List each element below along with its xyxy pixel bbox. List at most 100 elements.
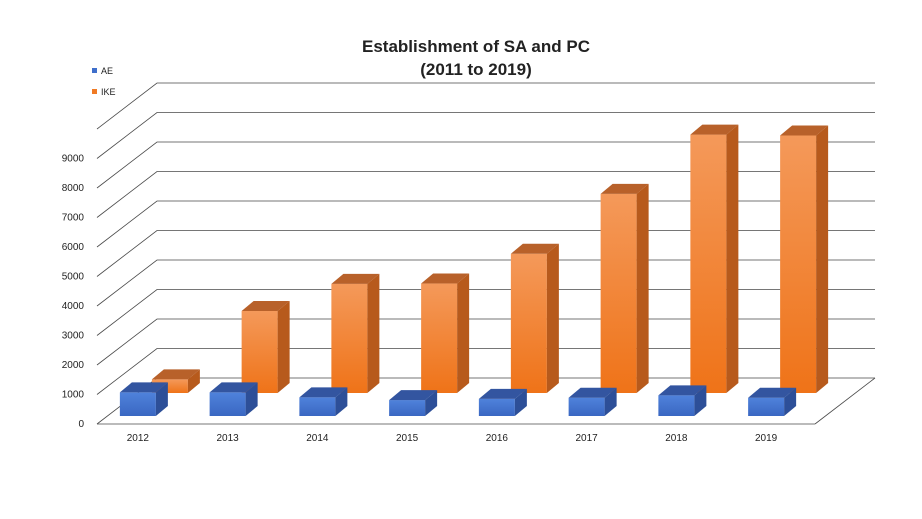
ike-bar bbox=[241, 300, 290, 393]
ae-bar-front bbox=[568, 397, 605, 416]
ike-bar-front bbox=[241, 310, 278, 393]
gridline bbox=[96, 171, 875, 218]
ae-bar-side bbox=[604, 387, 617, 416]
ike-bar-top bbox=[690, 124, 739, 135]
ae-bar-top bbox=[299, 387, 348, 398]
grid bbox=[96, 82, 876, 425]
ae-bar bbox=[389, 390, 438, 416]
ike-bar-top bbox=[600, 183, 649, 194]
ae-bar-front bbox=[299, 397, 336, 416]
ike-bar-front bbox=[780, 135, 817, 393]
legend-swatch-ike bbox=[92, 89, 97, 94]
ike-bar-side bbox=[187, 369, 200, 393]
legend: AE IKE bbox=[92, 66, 116, 97]
ae-bar bbox=[299, 387, 348, 416]
ae-bar-front bbox=[478, 398, 515, 416]
ae-bar-top bbox=[658, 385, 707, 396]
y-tick-label: 0 bbox=[78, 419, 84, 430]
ae-series bbox=[119, 382, 797, 416]
x-tick-label: 2017 bbox=[576, 433, 599, 444]
gridline bbox=[96, 200, 875, 248]
ae-bar-side bbox=[694, 385, 707, 416]
ike-bar bbox=[600, 183, 649, 393]
y-tick-label: 5000 bbox=[62, 272, 85, 283]
gridline bbox=[96, 259, 875, 307]
ike-bar-top bbox=[151, 369, 200, 380]
ike-bar-top bbox=[780, 125, 829, 136]
ae-bar-side bbox=[514, 388, 527, 416]
ae-bar bbox=[119, 382, 168, 416]
ike-bar bbox=[421, 273, 470, 393]
ae-bar-side bbox=[335, 387, 348, 416]
x-tick-label: 2014 bbox=[306, 433, 329, 444]
gridline bbox=[96, 112, 875, 159]
legend-label-ae: AE bbox=[101, 66, 113, 76]
x-axis-ticks: 2012 2013 2014 2015 2016 2017 2018 2019 bbox=[127, 433, 778, 444]
ae-bar-top bbox=[568, 387, 617, 398]
legend-label-ike: IKE bbox=[101, 87, 116, 97]
ike-bar-side bbox=[726, 124, 739, 393]
ike-bar bbox=[510, 243, 559, 393]
floor-edge bbox=[814, 377, 876, 425]
ike-bar bbox=[690, 124, 739, 393]
chart-title-line-2: (2011 to 2019) bbox=[420, 60, 532, 79]
y-tick-label: 1000 bbox=[62, 390, 85, 401]
ae-bar-front bbox=[389, 400, 426, 416]
y-axis-ticks: 0 1000 2000 3000 4000 5000 6000 7000 8000 9000 bbox=[62, 154, 85, 431]
y-tick-label: 6000 bbox=[62, 242, 85, 253]
chart-title-line-1: Establishment of SA and PC bbox=[362, 37, 590, 56]
ike-bar-top bbox=[510, 243, 559, 254]
ae-bar-top bbox=[478, 388, 527, 399]
ike-bar bbox=[331, 273, 380, 393]
ike-bar-top bbox=[241, 300, 290, 311]
x-tick-label: 2016 bbox=[486, 433, 509, 444]
ae-bar-front bbox=[119, 392, 156, 416]
x-tick-label: 2019 bbox=[755, 433, 778, 444]
ae-bar-side bbox=[155, 382, 168, 416]
y-tick-label: 2000 bbox=[62, 360, 85, 371]
gridline bbox=[96, 230, 875, 277]
ae-bar-top bbox=[209, 382, 258, 393]
ike-bar-front bbox=[600, 193, 637, 393]
ae-bar bbox=[658, 385, 707, 416]
y-tick-label: 8000 bbox=[62, 183, 85, 194]
ike-bar bbox=[780, 125, 829, 393]
ae-bar-side bbox=[425, 390, 438, 416]
ike-bar-side bbox=[816, 125, 829, 393]
ae-bar-side bbox=[245, 382, 258, 416]
y-tick-label: 9000 bbox=[62, 154, 85, 165]
ae-bar-top bbox=[748, 387, 797, 398]
ae-bar bbox=[748, 387, 797, 416]
ae-bar bbox=[568, 387, 617, 416]
x-tick-label: 2012 bbox=[127, 433, 150, 444]
ike-bar-front bbox=[331, 283, 368, 393]
ae-bar bbox=[478, 388, 527, 416]
ike-bar-front bbox=[510, 253, 547, 393]
legend-swatch-ae bbox=[92, 68, 97, 73]
ike-bar-top bbox=[331, 273, 380, 284]
gridline bbox=[96, 318, 875, 366]
ike-bar-side bbox=[636, 183, 649, 393]
x-tick-label: 2018 bbox=[665, 433, 688, 444]
ae-bar-front bbox=[748, 397, 785, 416]
x-tick-label: 2015 bbox=[396, 433, 419, 444]
gridline bbox=[96, 82, 875, 130]
gridline bbox=[96, 141, 875, 189]
gridline bbox=[96, 289, 875, 336]
ae-bar bbox=[209, 382, 258, 416]
x-tick-label: 2013 bbox=[217, 433, 240, 444]
ike-series bbox=[151, 124, 829, 393]
y-tick-label: 4000 bbox=[62, 301, 85, 312]
ike-bar-top bbox=[421, 273, 470, 284]
y-tick-label: 7000 bbox=[62, 213, 85, 224]
ike-bar-side bbox=[277, 300, 290, 393]
ike-bar-front bbox=[690, 134, 727, 393]
gridline bbox=[96, 348, 875, 395]
ae-bar-top bbox=[119, 382, 168, 393]
ike-bar-front bbox=[421, 283, 458, 393]
y-tick-label: 3000 bbox=[62, 331, 85, 342]
ike-bar-side bbox=[457, 273, 470, 393]
ike-bar-side bbox=[367, 273, 380, 393]
ae-bar-side bbox=[784, 387, 797, 416]
